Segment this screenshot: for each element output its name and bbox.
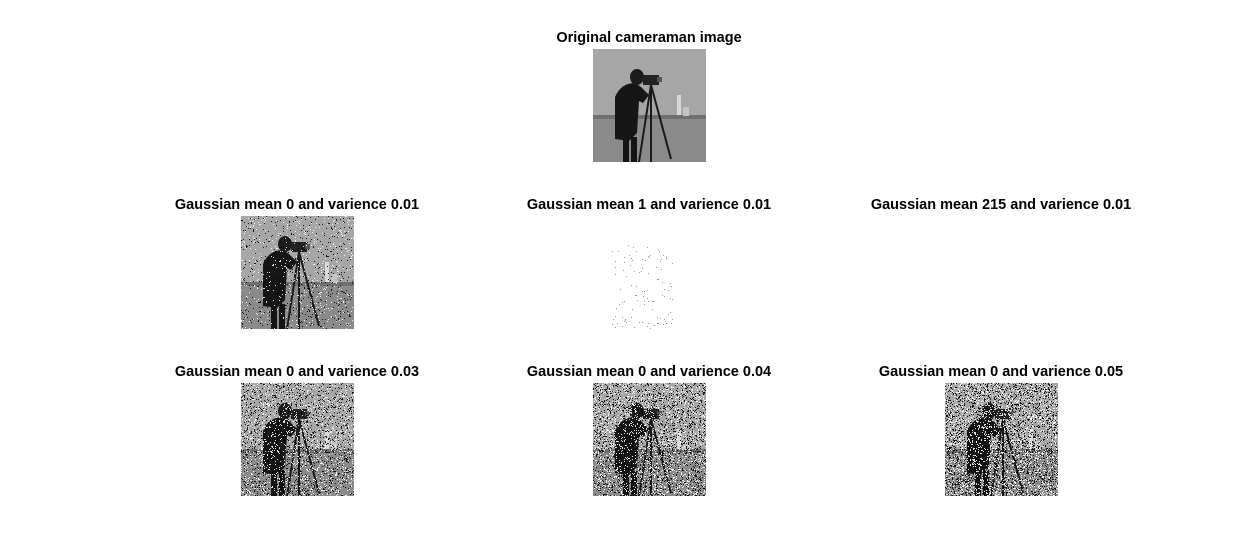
panel-gaussian-mean-0-var-0.03: Gaussian mean 0 and varience 0.03 [157,363,437,496]
image-canvas [944,216,1058,329]
image-canvas [944,383,1058,496]
noisy-image [240,383,354,496]
panel-gaussian-mean-0-var-0.01: Gaussian mean 0 and varience 0.01 [157,196,437,329]
panel-gaussian-mean-215-var-0.01: Gaussian mean 215 and varience 0.01 [861,196,1141,329]
image-canvas [240,383,354,496]
image-canvas [592,216,706,329]
panel-title: Gaussian mean 0 and varience 0.01 [174,197,420,213]
noisy-image [592,216,706,329]
noisy-image [944,383,1058,496]
noisy-image [592,383,706,496]
panel-title: Gaussian mean 0 and varience 0.03 [174,364,420,380]
image-canvas [592,49,706,162]
panel-title: Gaussian mean 1 and varience 0.01 [526,197,772,213]
noisy-image [944,216,1058,329]
panel-title: Gaussian mean 215 and varience 0.01 [870,197,1132,213]
panel-title: Gaussian mean 0 and varience 0.04 [526,364,772,380]
panel-gaussian-mean-0-var-0.05: Gaussian mean 0 and varience 0.05 [861,363,1141,496]
panel-gaussian-mean-0-var-0.04: Gaussian mean 0 and varience 0.04 [509,363,789,496]
cameraman-image [592,49,706,162]
image-canvas [592,383,706,496]
panel-gaussian-mean-1-var-0.01: Gaussian mean 1 and varience 0.01 [509,196,789,329]
panel-title: Original cameraman image [556,30,742,46]
noisy-image [240,216,354,329]
image-canvas [240,216,354,329]
panel-title: Gaussian mean 0 and varience 0.05 [878,364,1124,380]
panel-original: Original cameraman image [509,29,789,162]
